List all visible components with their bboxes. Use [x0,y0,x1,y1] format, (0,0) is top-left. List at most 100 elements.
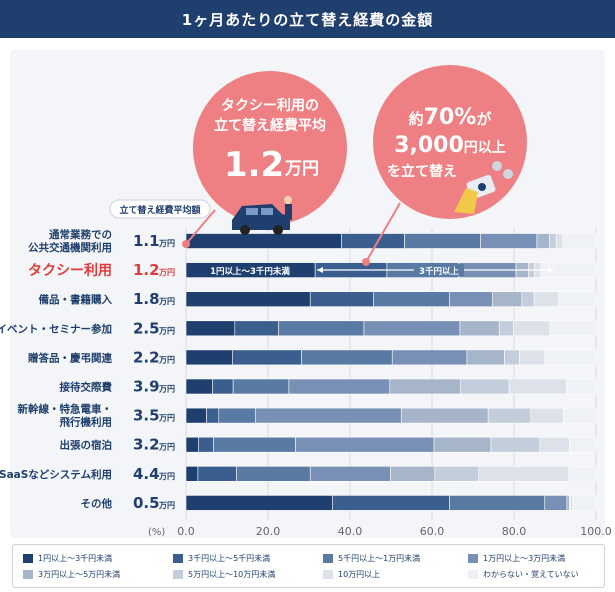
legend-label: 5万円以上～10万円未満 [188,570,276,579]
bar-segment [185,233,342,249]
card-hand-icon [454,161,513,214]
bar-segment [544,495,568,511]
arrow-right-icon [548,267,554,273]
legend-item: 3万円以上～5万円未満 [23,569,120,580]
average-unit: 万円 [158,443,175,452]
bar-segment [363,320,461,337]
average-value: 3.5 [133,407,160,425]
bar-segment [569,436,597,453]
bar-segment [400,407,489,424]
average-unit: 万円 [158,297,175,306]
legend-swatch [173,554,183,563]
bar-segment [390,465,436,482]
svg-text:約70%が: 約70%が [409,105,493,130]
bar-segment [404,233,481,249]
category-label: 備品・書籍購入 [39,293,113,306]
legend-label: 5千円以上～1万円未満 [338,554,421,563]
average-value: 1.8 [133,290,160,308]
annotation-over-3000: 3千円以上 [419,266,459,277]
legend-item: 1万円以上～3万円未満 [468,553,565,564]
percent-callout-amount-unit: 円以上 [464,140,506,156]
bar-segment [301,349,393,366]
average-value: 2.2 [133,348,160,366]
bar-segment [373,291,450,308]
average-value: 4.4 [133,465,160,483]
average-header: 立て替え経費平均額 [109,199,211,219]
x-axis-ticks: 0.0 20.0 40.0 60.0 80.0 100.0 [177,525,612,538]
bar-segment [332,495,450,511]
bar-segment [234,320,279,337]
average-value: 1.1 [133,232,160,250]
x-tick-label: 40.0 [338,525,363,538]
taxi-callout-line1: タクシー利用の [221,97,319,114]
category-label: 通常業務での [49,228,112,241]
average-value: 3.9 [133,378,160,396]
bar-segment [466,349,505,366]
bar-segment [212,378,234,395]
arrow-left-icon [317,267,323,273]
bar-segment [459,320,500,337]
bar-segment [185,320,236,337]
x-tick-label: 0.0 [177,525,195,538]
bar-segment [391,349,468,366]
percent-callout-dot [362,258,370,266]
average-unit: 万円 [158,472,175,481]
bar-segment [572,495,597,511]
chart-title: 1ヶ月あたりの立て替え経費の金額 [0,0,615,38]
bar-segment [278,320,365,337]
bar-segment [341,233,405,249]
percent-callout-suffix: が [476,110,492,128]
taxi-callout-circle [193,71,347,225]
bar-segment [530,407,564,424]
bar-segment [185,436,199,453]
taxi-callout-dot [182,240,190,248]
taxi-callout-value: 1.2 [224,145,284,185]
bar-segment [490,436,541,453]
taxi-callout-leader [185,209,216,245]
bar-segment [254,407,402,424]
legend-label: 1万円以上～3万円未満 [483,554,566,563]
legend-item: 5万円以上～10万円未満 [173,569,275,580]
taxi-callout: タクシー利用の 立て替え経費平均 1.2 万円 [182,71,347,248]
bar-segment [197,465,237,482]
x-tick-label: 20.0 [256,525,281,538]
category-label: 公共交通機関利用 [28,241,112,254]
legend-item: 1円以上～3千円未満 [23,553,112,564]
legend-item: 3千円以上～5千円未満 [173,553,270,564]
bar-segment [185,407,207,424]
bar-segment [566,495,570,511]
bar-segment [562,233,597,249]
bar-segment [449,291,493,308]
average-header-label: 立て替え経費平均額 [119,204,200,216]
bar-segment [309,465,391,482]
average-unit: 万円 [158,501,175,510]
taxi-row-annotations: 1円以上～3千円未満 3千円以上 [210,264,554,277]
x-tick-label: 100.0 [580,525,612,538]
bar-segment [295,436,435,453]
svg-text:3,000円以上: 3,000円以上 [394,133,506,158]
bar-segment [521,291,535,308]
bar-segment [491,291,523,308]
category-label: 新幹線・特急電車・ [18,403,113,416]
x-tick-label: 60.0 [420,525,445,538]
percent-callout-line3: を立て替え [387,163,457,180]
category-label: イベント・セミナー参加 [0,322,112,335]
average-value: 0.5 [133,494,160,512]
legend-swatch [173,570,183,579]
bar-segment [449,495,546,511]
bar-segment [562,407,597,424]
average-value: 2.5 [133,319,160,337]
average-unit: 万円 [158,239,175,248]
category-label: 出張の宿泊 [60,439,113,452]
bar-series [185,233,597,511]
average-unit: 万円 [158,385,175,394]
bar-segment [508,378,567,395]
average-value: 1.2 [133,261,160,279]
annotation-under-3000: 1円以上～3千円未満 [210,266,290,277]
legend-label: 3万円以上～5万円未満 [38,570,121,579]
legend-label: 10万円以上 [338,570,381,579]
bar-segment [549,233,557,249]
bar-segment [185,465,199,482]
